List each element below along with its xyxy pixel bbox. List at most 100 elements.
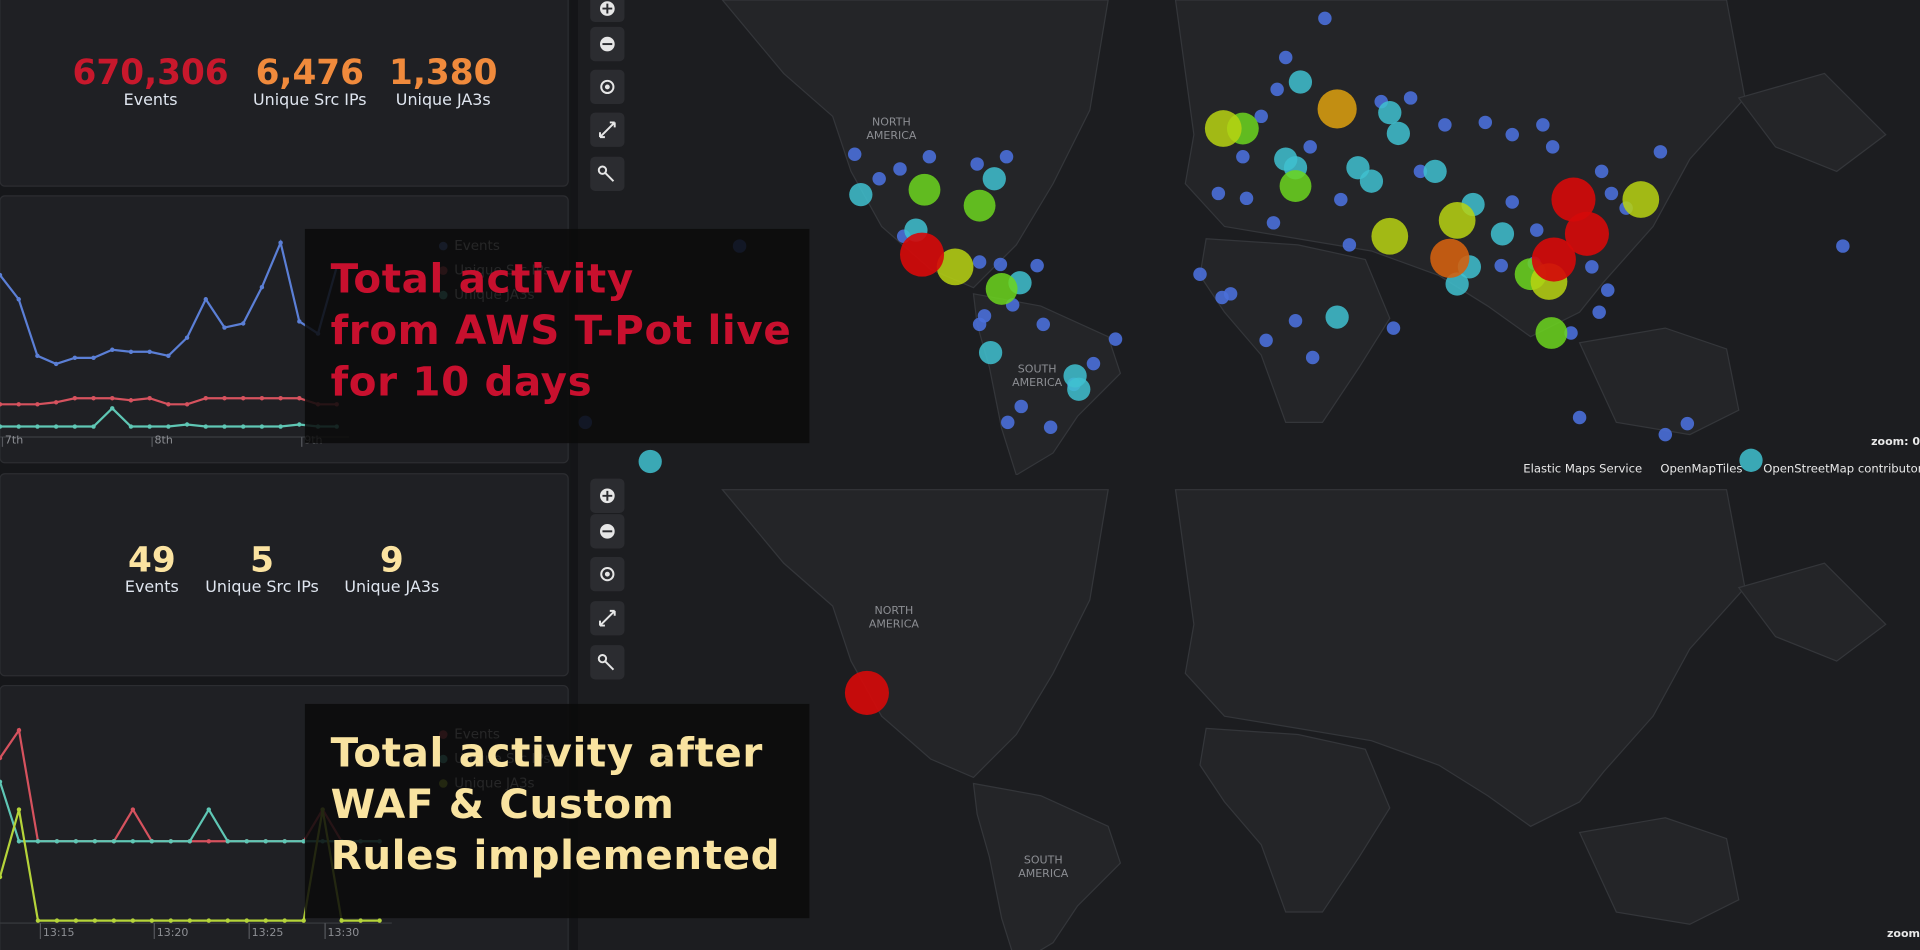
series-point	[339, 918, 344, 923]
map-dot	[1531, 237, 1576, 282]
zoom-label: zoom	[1887, 927, 1920, 940]
map-dot	[982, 167, 1006, 191]
map-dot	[1325, 305, 1349, 329]
series-point	[147, 349, 152, 354]
map-dot	[1014, 399, 1028, 414]
map-dot	[972, 255, 987, 269]
series-point	[54, 839, 60, 844]
x-tick-label: 13:25	[252, 926, 284, 939]
series-point	[16, 424, 21, 429]
series-point	[263, 918, 268, 923]
map-dot	[872, 172, 886, 186]
map-dot	[1359, 169, 1384, 193]
map-dot	[1254, 109, 1268, 124]
metric-label: Events	[125, 577, 179, 596]
map-dot	[1386, 121, 1410, 146]
map-dot	[1658, 427, 1673, 442]
series-point	[16, 807, 22, 812]
series-point	[166, 353, 171, 359]
series-point	[130, 807, 136, 812]
map-dot	[1594, 164, 1609, 179]
map-dot	[1371, 217, 1409, 255]
series-point	[72, 355, 78, 361]
map-dot	[1342, 238, 1357, 252]
series-point	[244, 918, 249, 923]
map-dot	[1604, 186, 1619, 201]
metric-value: 9	[380, 540, 404, 580]
map-dot	[1288, 70, 1313, 94]
map-attribution: Elastic Maps Service	[1523, 461, 1642, 475]
map-dot	[893, 162, 907, 176]
series-point	[53, 424, 59, 429]
map-dot	[1318, 11, 1332, 26]
x-tick-label: 13:15	[43, 926, 75, 939]
series-point	[35, 918, 41, 923]
map-dot	[1530, 223, 1544, 237]
series-point	[0, 424, 3, 429]
series-point	[244, 839, 249, 844]
map-dot	[1601, 283, 1615, 297]
metric-value: 49	[128, 540, 176, 580]
map-dot	[1303, 140, 1317, 154]
series-point	[0, 874, 3, 880]
map-dot	[985, 273, 1018, 305]
map-dot	[1564, 326, 1578, 340]
series-point	[16, 839, 22, 844]
map-dot	[1536, 118, 1550, 132]
series-point	[282, 918, 287, 923]
x-tick-label: 8th	[155, 434, 173, 447]
map-dot	[1551, 177, 1596, 222]
series-point	[168, 839, 174, 844]
metric-value: 1,380	[389, 53, 497, 93]
map-dot	[963, 189, 996, 222]
map-dot	[844, 670, 889, 715]
series-point	[297, 422, 302, 427]
map-attribution: OpenStreetMap contributors	[1763, 461, 1920, 475]
series-point	[53, 400, 59, 405]
metric-value: 6,476	[256, 53, 364, 93]
series-point	[222, 424, 227, 429]
series-point	[53, 361, 59, 367]
metric-label: Events	[124, 90, 178, 109]
map-dot	[1305, 350, 1320, 365]
overlay-text: Total activity after	[331, 728, 763, 776]
map-dot	[1270, 82, 1284, 97]
series-point	[203, 297, 208, 302]
metric-label: Unique JA3s	[344, 577, 439, 596]
map-dot	[1535, 317, 1568, 349]
series-point	[35, 402, 40, 407]
series-point	[377, 918, 382, 923]
series-point	[301, 839, 306, 844]
map-dot	[1430, 238, 1470, 278]
series-point	[184, 402, 190, 407]
series-point	[91, 424, 96, 429]
series-point	[91, 396, 96, 401]
metric-value: 670,306	[73, 53, 229, 93]
series-point	[92, 918, 98, 923]
map-dot	[1622, 181, 1660, 218]
map-label: NORTH AMERICA	[869, 604, 920, 630]
series-point	[187, 918, 192, 923]
map-dot	[1259, 333, 1273, 348]
series-point	[168, 918, 174, 923]
series-point	[91, 355, 96, 361]
series-point	[301, 918, 306, 923]
overlay-text: Total activity	[331, 255, 634, 303]
map-dot	[1108, 332, 1123, 346]
series-point	[206, 807, 211, 812]
series-point	[259, 284, 265, 290]
overlay-text: Rules implemented	[331, 831, 781, 879]
map-dot	[1278, 50, 1293, 65]
map-dot	[1572, 410, 1587, 425]
x-tick-label: 13:30	[328, 926, 360, 939]
series-point	[166, 402, 171, 407]
map-dot	[1592, 305, 1606, 319]
series-point	[297, 319, 302, 324]
map-dot	[1317, 89, 1357, 129]
series-point	[278, 396, 283, 401]
overlay-text: WAF & Custom	[331, 780, 675, 828]
overlay-box	[304, 703, 810, 919]
series-point	[166, 424, 171, 429]
series-point	[240, 424, 246, 429]
